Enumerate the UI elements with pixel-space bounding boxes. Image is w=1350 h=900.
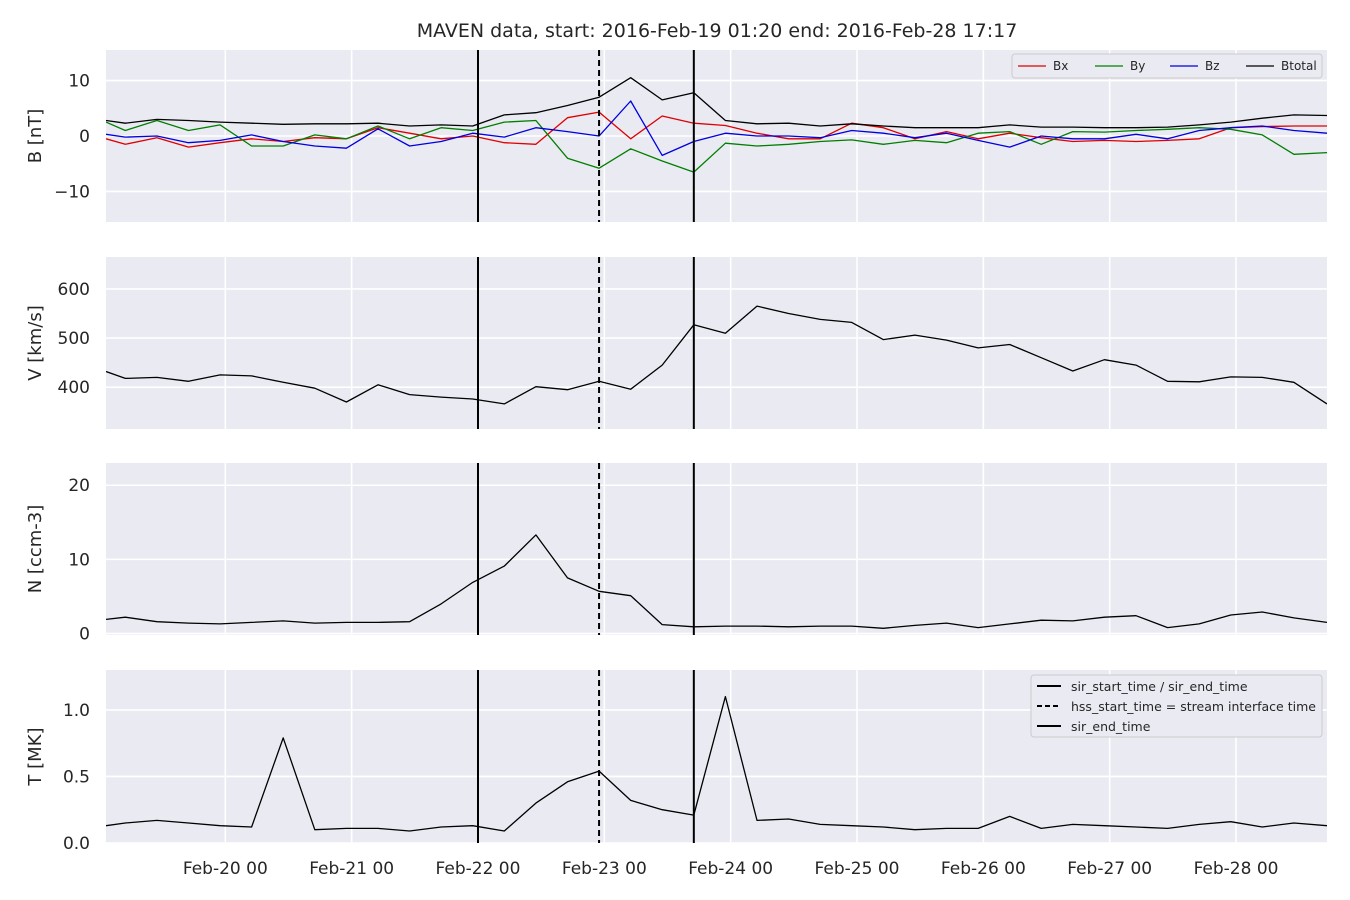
legend-label: sir_end_time [1071,719,1151,734]
legend-label: Bx [1053,59,1068,73]
y-tick-label: 0.0 [63,834,90,854]
y-tick-label: 500 [58,329,90,349]
legend-box [1011,53,1323,79]
legend-box [1030,674,1323,738]
x-tick-label: Feb-28 00 [1194,859,1279,879]
y-axis-label: B [nT] [25,109,46,164]
x-tick-label: Feb-25 00 [815,859,900,879]
legend-label: Bz [1205,59,1220,73]
plot-area [106,463,1327,635]
y-tick-label: 400 [58,378,90,398]
y-tick-label: −10 [54,182,90,202]
legend-label: Btotal [1281,59,1317,73]
x-tick-label: Feb-21 00 [309,859,394,879]
series-group [106,77,1327,173]
y-tick-label: 0 [79,625,90,645]
legend-label: hss_start_time = stream interface time [1071,699,1316,714]
panel-1: −10 0 10 B [nT] Bx By Bz Btotal [25,50,1327,222]
series-group [106,305,1327,405]
x-tick-label: Feb-26 00 [941,859,1026,879]
legend-label: By [1130,59,1145,73]
series-line [106,534,1327,629]
x-axis-ticks: Feb-20 00 Feb-21 00 Feb-22 00 Feb-23 00 Feb-… [183,859,1279,879]
y-axis-label: T [MK] [25,727,46,786]
series-group [106,534,1327,629]
x-tick-label: Feb-22 00 [436,859,521,879]
y-tick-label: 20 [68,476,90,496]
event-legend: sir_start_time / sir_end_time hss_start_t… [1030,674,1323,738]
y-tick-label: 0.5 [63,767,90,787]
panel-4: 0.0 0.5 1.0 T [MK] sir_start_time / sir_end_… [25,670,1327,854]
panel-2: 400 500 600 V [km/s] [25,257,1327,429]
y-tick-label: 600 [58,280,90,300]
y-tick-label: 1.0 [63,701,90,721]
panel-3: 0 10 20 N [ccm-3] [25,463,1327,645]
series-line [106,695,1327,832]
series-line-by [106,119,1327,173]
series-line [106,305,1327,405]
y-axis-label: N [ccm-3] [25,505,46,594]
series-line-bz [106,100,1327,157]
x-tick-label: Feb-20 00 [183,859,268,879]
plot-area [106,257,1327,429]
legend-label: sir_start_time / sir_end_time [1071,679,1248,694]
series-legend: Bx By Bz Btotal [1011,53,1323,79]
y-tick-label: 10 [68,550,90,570]
y-axis-label: V [km/s] [25,305,46,380]
series-line-bx [106,111,1327,148]
y-tick-label: 10 [68,72,90,92]
y-tick-label: 0 [79,127,90,147]
x-tick-label: Feb-24 00 [688,859,773,879]
x-tick-label: Feb-27 00 [1067,859,1152,879]
series-line-btotal [106,77,1327,129]
chart-title: MAVEN data, start: 2016-Feb-19 01:20 end… [417,20,1018,42]
x-tick-label: Feb-23 00 [562,859,647,879]
panels: −10 0 10 B [nT] Bx By Bz Btotal 400 500 600 V [km/s… [25,50,1327,854]
series-group [106,695,1327,832]
